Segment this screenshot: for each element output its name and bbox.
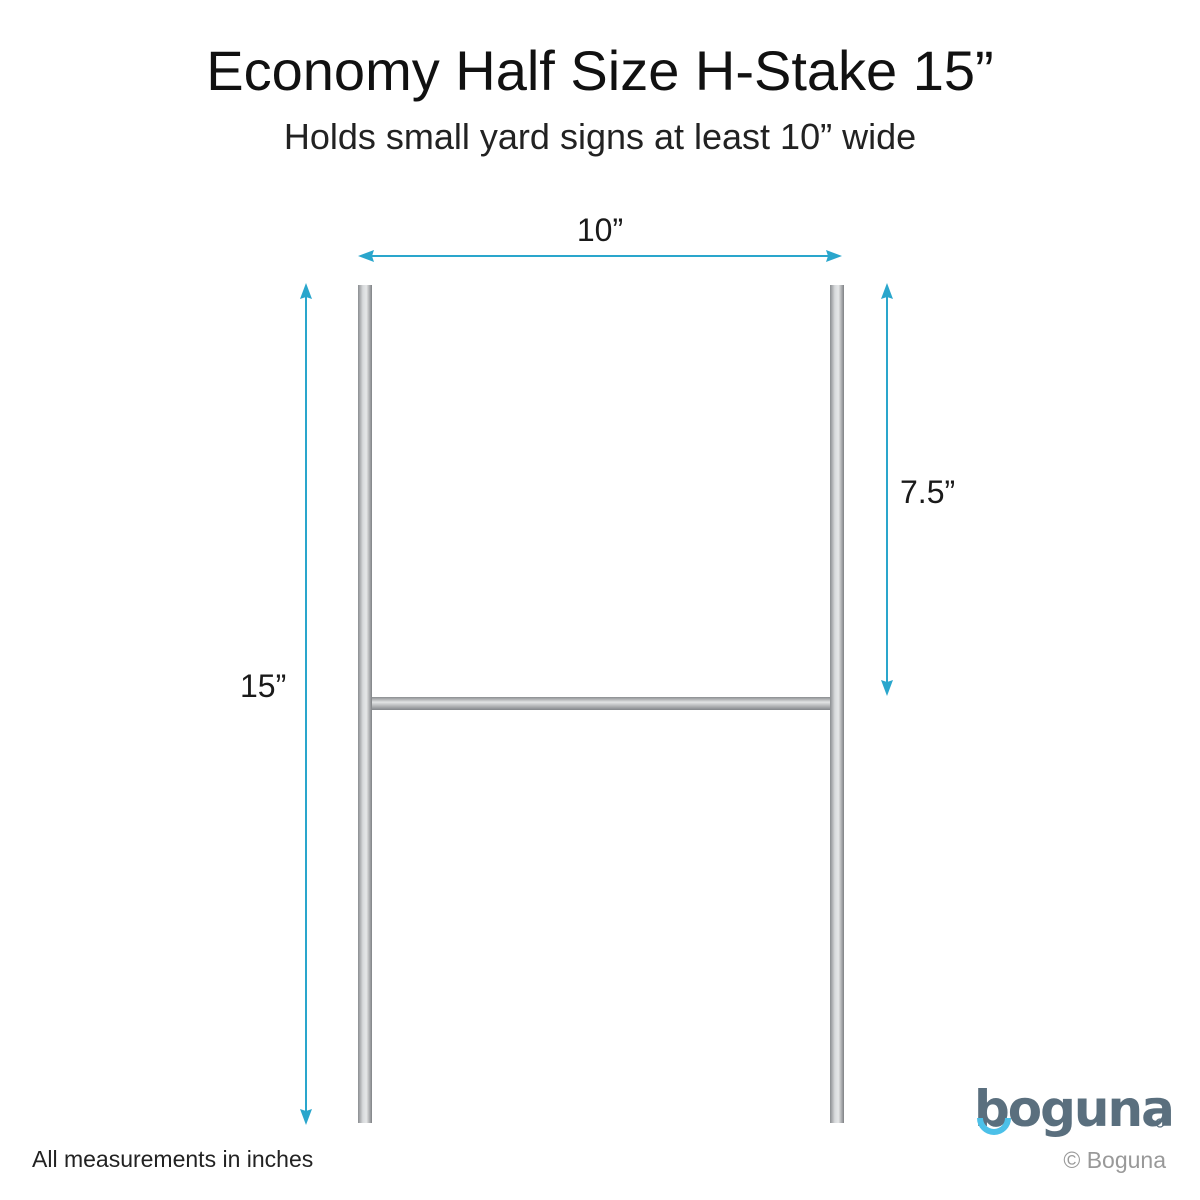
measurement-note: All measurements in inches (32, 1146, 314, 1172)
half-height-dimension-arrow (881, 283, 893, 696)
right-stake-leg (830, 285, 844, 1123)
width-label: 10” (576, 212, 624, 248)
page-subtitle: Holds small yard signs at least 10” wide (283, 116, 917, 157)
stake-crossbar (372, 697, 830, 710)
page-title: Economy Half Size H-Stake 15” (206, 39, 994, 102)
height-dimension-arrow (300, 283, 312, 1125)
half-height-label: 7.5” (900, 474, 956, 510)
width-dimension-arrow (358, 250, 842, 262)
height-label: 15” (240, 668, 287, 704)
left-stake-leg (358, 285, 372, 1123)
copyright-text: © Boguna (1063, 1147, 1166, 1173)
boguna-logo: boguna (974, 1080, 1175, 1155)
